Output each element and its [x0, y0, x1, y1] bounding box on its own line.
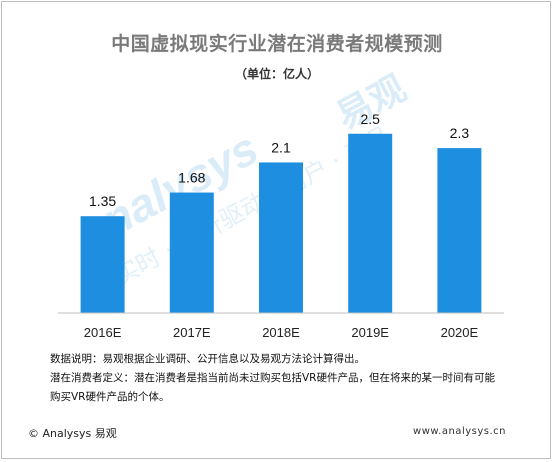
x-tick-2019E: 2019E: [351, 325, 389, 340]
x-tick-2017E: 2017E: [173, 325, 211, 340]
data-label-2020E: 2.3: [450, 125, 470, 141]
data-labels: 1.35 1.68 2.1 2.5 2.3: [89, 111, 469, 209]
data-label-2019E: 2.5: [360, 111, 380, 127]
x-tick-2016E: 2016E: [84, 325, 122, 340]
website-link[interactable]: www.analysys.cn: [413, 426, 506, 437]
bar-2016E: [80, 216, 125, 313]
data-label-2017E: 1.68: [178, 170, 205, 186]
data-source-note: 数据说明：易观根据企业调研、公开信息以及易观方法论计算得出。: [50, 353, 365, 365]
definition-note-line1: 潜在消费者定义：潜在消费者是指当前尚未过购买包括VR硬件产品，但在将来的某一时间…: [50, 372, 495, 384]
bar-2017E: [169, 192, 214, 313]
x-tick-labels: 2016E 2017E 2018E 2019E 2020E: [84, 325, 479, 340]
chart-title: 中国虚拟现实行业潜在消费者规模预测: [111, 33, 443, 55]
x-tick-2020E: 2020E: [441, 325, 479, 340]
x-tick-2018E: 2018E: [262, 325, 300, 340]
bar-2020E: [437, 148, 482, 313]
bar-2019E: [348, 133, 393, 313]
data-label-2016E: 1.35: [89, 193, 116, 209]
bar-2018E: [259, 162, 303, 313]
bar-series: [80, 133, 482, 313]
definition-note-line2: 购买VR硬件产品的个体。: [50, 391, 170, 403]
copyright-label: © Analysys 易观: [28, 427, 117, 440]
data-label-2018E: 2.1: [271, 139, 291, 155]
chart-unit: （单位：亿人）: [234, 67, 319, 81]
notes: 数据说明：易观根据企业调研、公开信息以及易观方法论计算得出。 潜在消费者定义：潜…: [50, 350, 520, 407]
